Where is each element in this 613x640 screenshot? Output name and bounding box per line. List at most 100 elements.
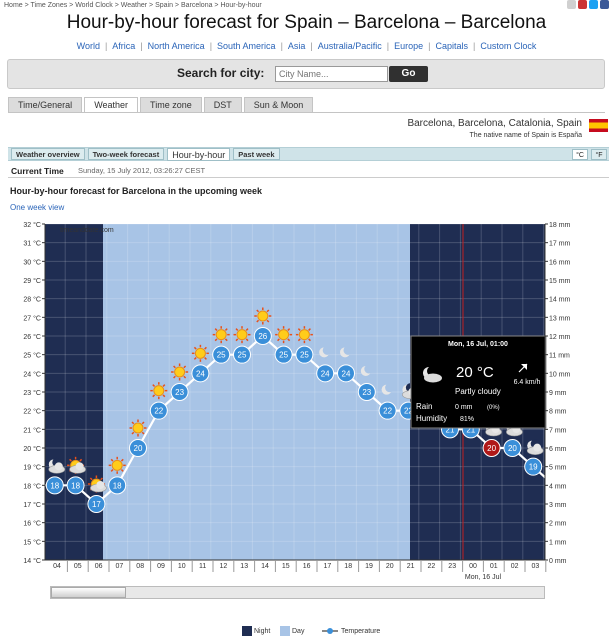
region-link-europe[interactable]: Europe [394, 41, 424, 51]
go-button[interactable]: Go [389, 66, 428, 82]
x-tick-label: 22 [428, 563, 436, 570]
y-tick-label-right: 12 mm [549, 334, 571, 341]
sun-icon [150, 382, 168, 400]
region-nav: World | Africa | North America | South America… [0, 41, 613, 51]
main-tabs: Time/General Weather Time zone DST Sun & Moo… [8, 97, 314, 113]
sun-ray [297, 328, 301, 331]
x-tick-label: 08 [136, 563, 144, 570]
one-week-view-link[interactable]: One week view [10, 203, 65, 212]
subtab-hour-by-hour[interactable]: Hour-by-hour [167, 148, 231, 161]
sun-icon [295, 326, 313, 344]
x-tick-label: 21 [407, 563, 415, 570]
divider [8, 177, 609, 178]
x-tick-label: 14 [261, 563, 269, 570]
current-time-value: Sunday, 15 July 2012, 03:26:27 CEST [78, 166, 206, 175]
region-link-custom-clock[interactable]: Custom Clock [480, 41, 537, 51]
temperature-label: 20 [134, 444, 143, 453]
sun-ray [89, 477, 93, 481]
fahrenheit-button[interactable]: °F [591, 149, 607, 160]
region-link-world[interactable]: World [76, 41, 100, 51]
temperature-label: 20 [487, 444, 496, 453]
facebook-icon[interactable] [600, 0, 609, 9]
sun-ray [277, 328, 280, 331]
sun-disc [194, 347, 206, 359]
sun-ray [120, 458, 124, 462]
temperature-point [378, 401, 397, 420]
temperature-label: 19 [529, 463, 538, 472]
forecast-chart: timeanddate.com 18 18 18 17 18 20 22 23 24 25 25 26 2… [23, 221, 571, 581]
sun-cloud-icon [87, 475, 107, 493]
sun-disc [298, 329, 310, 341]
y-tick-label-left: 20 °C [23, 445, 41, 453]
sun-ray [235, 338, 239, 342]
sun-ray [308, 338, 311, 342]
cloud-puff [54, 462, 63, 471]
temperature-label: 24 [196, 369, 205, 378]
temperature-label: 18 [550, 481, 559, 490]
temperature-point [524, 457, 543, 476]
region-link-north-america[interactable]: North America [147, 41, 205, 51]
moon-icon [381, 383, 395, 395]
nav-separator: | [428, 41, 431, 51]
current-time-label: Current Time [11, 166, 64, 176]
tooltip-title: Mon, 16 Jul, 01:00 [448, 341, 508, 348]
x-tick-label: 01 [490, 563, 498, 570]
watermark-text: timeanddate.com [60, 227, 114, 234]
sun-ray [204, 357, 207, 360]
twitter-icon[interactable] [589, 0, 598, 9]
subtab-two-week-forecast[interactable]: Two-week forecast [87, 148, 165, 160]
sun-disc [174, 366, 186, 378]
temperature-point [337, 364, 355, 383]
nav-separator: | [104, 41, 108, 51]
tooltip-condition: Partly cloudy [455, 387, 501, 396]
google-plus-icon[interactable] [578, 0, 587, 9]
temperature-point [66, 476, 85, 495]
region-link-south-america[interactable]: South America [217, 41, 276, 51]
tab-time-general[interactable]: Time/General [8, 97, 83, 112]
tab-time-zone[interactable]: Time zone [140, 97, 202, 112]
legend-day-swatch [280, 626, 290, 636]
sun-ray [69, 458, 72, 462]
sun-ray [204, 346, 207, 350]
home-icon[interactable] [567, 0, 576, 9]
region-link-asia[interactable]: Asia [287, 41, 306, 51]
sun-ray [297, 338, 301, 342]
spain-flag-icon [589, 119, 608, 132]
subtab-weather-overview[interactable]: Weather overview [11, 148, 85, 160]
chart-scrollbar[interactable] [50, 586, 545, 599]
celsius-button[interactable]: °C [572, 149, 588, 160]
forecast-tooltip [410, 335, 547, 429]
nav-separator: | [310, 41, 313, 51]
tooltip-humidity-label: Humidity [416, 414, 447, 423]
tab-weather[interactable]: Weather [84, 97, 139, 113]
y-tick-label-left: 15 °C [23, 538, 41, 546]
moon-icon [319, 345, 332, 358]
sun-ray [183, 375, 187, 379]
tab-dst[interactable]: DST [203, 97, 242, 112]
temperature-point [170, 383, 189, 401]
search-bar [7, 59, 605, 89]
tooltip-temp: 20 °C [456, 364, 494, 381]
sun-ray [277, 338, 280, 342]
sun-ray [110, 469, 114, 472]
x-tick-label: 00 [469, 563, 477, 570]
temperature-label: 25 [217, 351, 226, 360]
temperature-label: 26 [258, 332, 267, 341]
chart-title: Hour-by-hour forecast for Barcelona in t… [10, 186, 263, 196]
scroll-thumb[interactable] [51, 587, 126, 598]
breadcrumb[interactable]: Home > Time Zones > World Clock > Weathe… [4, 2, 262, 9]
y-tick-label-right: 7 mm [549, 427, 567, 434]
region-link-australia-pacific[interactable]: Australia/Pacific [317, 41, 382, 51]
region-link-capitals[interactable]: Capitals [435, 41, 469, 51]
tab-sun-moon[interactable]: Sun & Moon [243, 97, 314, 112]
region-link-africa[interactable]: Africa [112, 41, 136, 51]
sun-ray [256, 319, 260, 323]
search-input[interactable] [275, 66, 388, 82]
sun-ray [214, 328, 218, 331]
x-tick-label: 17 [324, 563, 332, 570]
subtab-past-week[interactable]: Past week [233, 148, 280, 160]
cloud-puff [96, 481, 105, 489]
tooltip-moon-shadow [427, 366, 437, 376]
sun-ray [214, 338, 218, 342]
sun-ray [193, 357, 197, 360]
